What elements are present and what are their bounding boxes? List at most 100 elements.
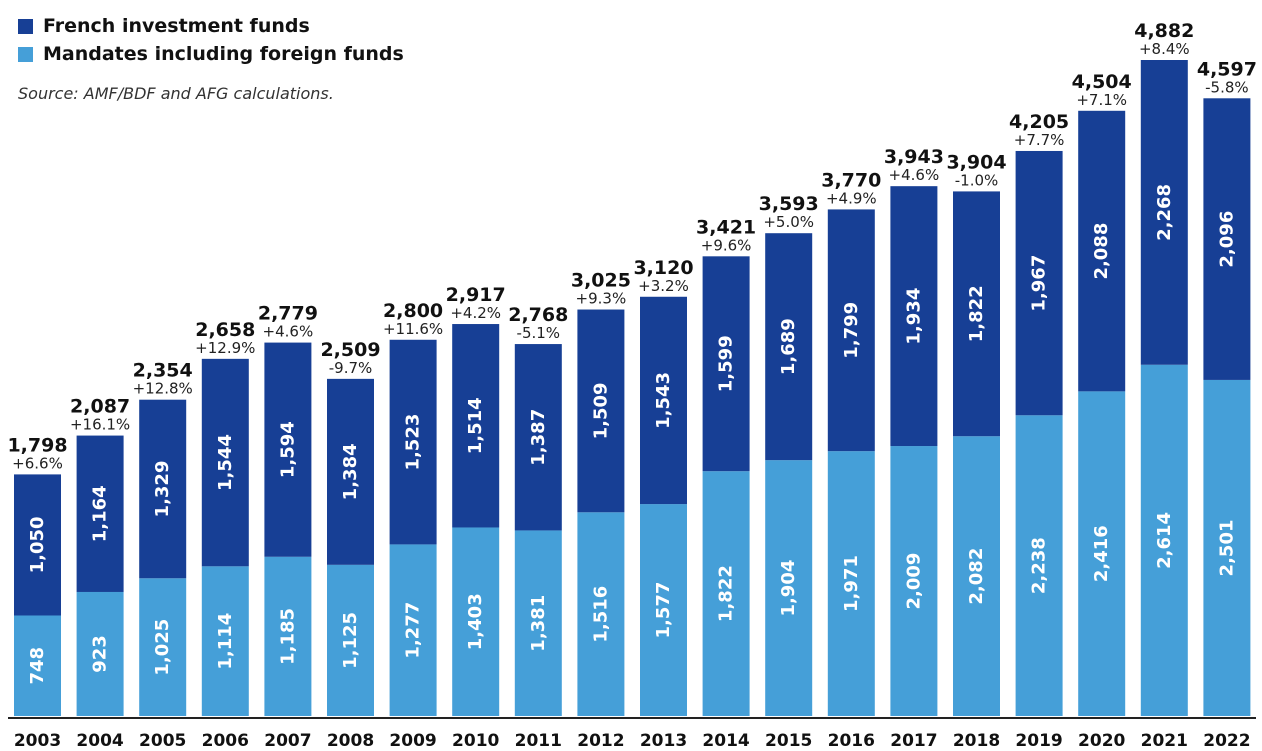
segment-label-mandates-2020: 2,416 bbox=[1091, 525, 1112, 582]
bar-segment-mandates-2019 bbox=[1015, 415, 1063, 716]
bar-segment-mandates-2006 bbox=[201, 566, 249, 716]
segment-label-french-funds-2019: 1,967 bbox=[1029, 255, 1050, 312]
segment-label-french-funds-2005: 1,329 bbox=[152, 461, 173, 518]
segment-label-french-funds-2013: 1,543 bbox=[653, 372, 674, 429]
bar-segment-mandates-2009 bbox=[389, 544, 437, 716]
bar-segment-mandates-2007 bbox=[264, 556, 312, 716]
segment-label-french-funds-2017: 1,934 bbox=[903, 288, 924, 345]
segment-label-mandates-2007: 1,185 bbox=[277, 608, 298, 665]
total-label-2011: 2,768 bbox=[508, 304, 568, 326]
bar-segment-mandates-2016 bbox=[827, 451, 875, 716]
legend: French investment funds Mandates includi… bbox=[18, 12, 404, 68]
total-label-2010: 2,917 bbox=[446, 284, 506, 306]
growth-label-2021: +8.4% bbox=[1139, 40, 1190, 58]
segment-label-french-funds-2006: 1,544 bbox=[215, 434, 236, 491]
growth-label-2022: -5.8% bbox=[1205, 78, 1249, 96]
bar-segment-mandates-2018 bbox=[953, 436, 1000, 716]
segment-label-french-funds-2012: 1,509 bbox=[590, 382, 611, 439]
x-tick-label-2008: 2008 bbox=[327, 731, 374, 751]
segment-label-french-funds-2010: 1,514 bbox=[465, 397, 486, 454]
segment-label-mandates-2010: 1,403 bbox=[465, 593, 486, 650]
x-tick-label-2007: 2007 bbox=[264, 731, 311, 751]
segment-label-mandates-2003: 748 bbox=[27, 647, 48, 685]
bar-segment-french-funds-2022 bbox=[1203, 98, 1251, 380]
segment-label-mandates-2013: 1,577 bbox=[653, 582, 674, 639]
total-label-2015: 3,593 bbox=[759, 193, 819, 215]
total-label-2021: 4,882 bbox=[1134, 20, 1194, 42]
segment-label-french-funds-2008: 1,384 bbox=[340, 443, 361, 500]
segment-label-french-funds-2014: 1,599 bbox=[716, 335, 737, 392]
total-label-2017: 3,943 bbox=[884, 146, 944, 168]
segment-label-french-funds-2003: 1,050 bbox=[27, 516, 48, 573]
bar-segment-french-funds-2005 bbox=[139, 399, 187, 579]
total-label-2014: 3,421 bbox=[696, 216, 756, 238]
bar-segment-french-funds-2010 bbox=[452, 324, 500, 528]
segment-label-mandates-2016: 1,971 bbox=[841, 555, 862, 612]
total-label-2020: 4,504 bbox=[1072, 71, 1132, 93]
bar-segment-mandates-2004 bbox=[76, 591, 124, 716]
segment-label-french-funds-2018: 1,822 bbox=[966, 285, 987, 342]
bar-segment-mandates-2022 bbox=[1203, 379, 1251, 716]
growth-label-2020: +7.1% bbox=[1076, 91, 1127, 109]
bar-segment-french-funds-2006 bbox=[201, 358, 249, 567]
legend-item-mandates: Mandates including foreign funds bbox=[18, 40, 404, 68]
growth-label-2015: +5.0% bbox=[763, 213, 814, 231]
segment-label-mandates-2011: 1,381 bbox=[528, 595, 549, 652]
segment-label-mandates-2019: 2,238 bbox=[1029, 537, 1050, 594]
segment-label-mandates-2004: 923 bbox=[90, 635, 111, 673]
total-label-2013: 3,120 bbox=[633, 257, 693, 279]
segment-label-mandates-2005: 1,025 bbox=[152, 619, 173, 676]
x-tick-label-2021: 2021 bbox=[1141, 731, 1188, 751]
total-label-2007: 2,779 bbox=[258, 303, 318, 325]
total-label-2004: 2,087 bbox=[70, 396, 130, 418]
bar-segment-french-funds-2016 bbox=[827, 209, 875, 452]
segment-label-mandates-2022: 2,501 bbox=[1216, 520, 1237, 577]
bar-segment-mandates-2014 bbox=[702, 471, 750, 716]
segment-label-mandates-2021: 2,614 bbox=[1154, 512, 1175, 569]
x-tick-label-2020: 2020 bbox=[1078, 731, 1125, 751]
segment-label-french-funds-2007: 1,594 bbox=[277, 421, 298, 478]
segment-label-french-funds-2020: 2,088 bbox=[1091, 223, 1112, 280]
total-label-2018: 3,904 bbox=[946, 151, 1006, 173]
total-label-2012: 3,025 bbox=[571, 270, 631, 292]
legend-swatch-mandates bbox=[18, 46, 33, 62]
bar-segment-mandates-2020 bbox=[1078, 391, 1126, 716]
total-label-2003: 1,798 bbox=[7, 434, 67, 456]
segment-label-mandates-2017: 2,009 bbox=[903, 553, 924, 610]
growth-label-2010: +4.2% bbox=[450, 304, 501, 322]
bar-segment-mandates-2021 bbox=[1140, 364, 1188, 716]
segment-label-french-funds-2004: 1,164 bbox=[90, 485, 111, 542]
x-tick-label-2009: 2009 bbox=[389, 731, 436, 751]
segment-label-french-funds-2011: 1,387 bbox=[528, 409, 549, 466]
bar-segment-french-funds-2013 bbox=[640, 296, 687, 505]
segment-label-mandates-2015: 1,904 bbox=[778, 560, 799, 617]
bar-segment-french-funds-2019 bbox=[1015, 150, 1063, 416]
legend-label-french-funds: French investment funds bbox=[43, 15, 310, 37]
bar-segment-mandates-2008 bbox=[327, 564, 374, 716]
bar-segment-mandates-2003 bbox=[14, 615, 61, 716]
segment-label-mandates-2008: 1,125 bbox=[340, 612, 361, 669]
segment-label-mandates-2012: 1,516 bbox=[590, 586, 611, 643]
x-tick-label-2016: 2016 bbox=[828, 731, 875, 751]
total-label-2016: 3,770 bbox=[821, 169, 881, 191]
x-tick-label-2005: 2005 bbox=[139, 731, 186, 751]
segment-label-french-funds-2021: 2,268 bbox=[1154, 184, 1175, 241]
x-tick-label-2015: 2015 bbox=[765, 731, 812, 751]
bar-segment-french-funds-2015 bbox=[765, 233, 813, 461]
bar-segment-french-funds-2008 bbox=[327, 378, 374, 565]
growth-label-2012: +9.3% bbox=[576, 290, 627, 308]
x-tick-label-2011: 2011 bbox=[515, 731, 562, 751]
legend-label-mandates: Mandates including foreign funds bbox=[43, 43, 404, 65]
x-tick-label-2022: 2022 bbox=[1203, 731, 1250, 751]
segment-label-french-funds-2016: 1,799 bbox=[841, 302, 862, 359]
total-label-2009: 2,800 bbox=[383, 300, 443, 322]
growth-label-2006: +12.9% bbox=[195, 339, 255, 357]
bar-segment-french-funds-2007 bbox=[264, 342, 312, 557]
growth-label-2009: +11.6% bbox=[383, 320, 443, 338]
bar-segment-mandates-2011 bbox=[514, 530, 562, 716]
growth-label-2011: -5.1% bbox=[517, 324, 561, 342]
bar-segment-french-funds-2021 bbox=[1140, 60, 1188, 365]
total-label-2005: 2,354 bbox=[133, 360, 193, 382]
growth-label-2014: +9.6% bbox=[701, 236, 752, 254]
